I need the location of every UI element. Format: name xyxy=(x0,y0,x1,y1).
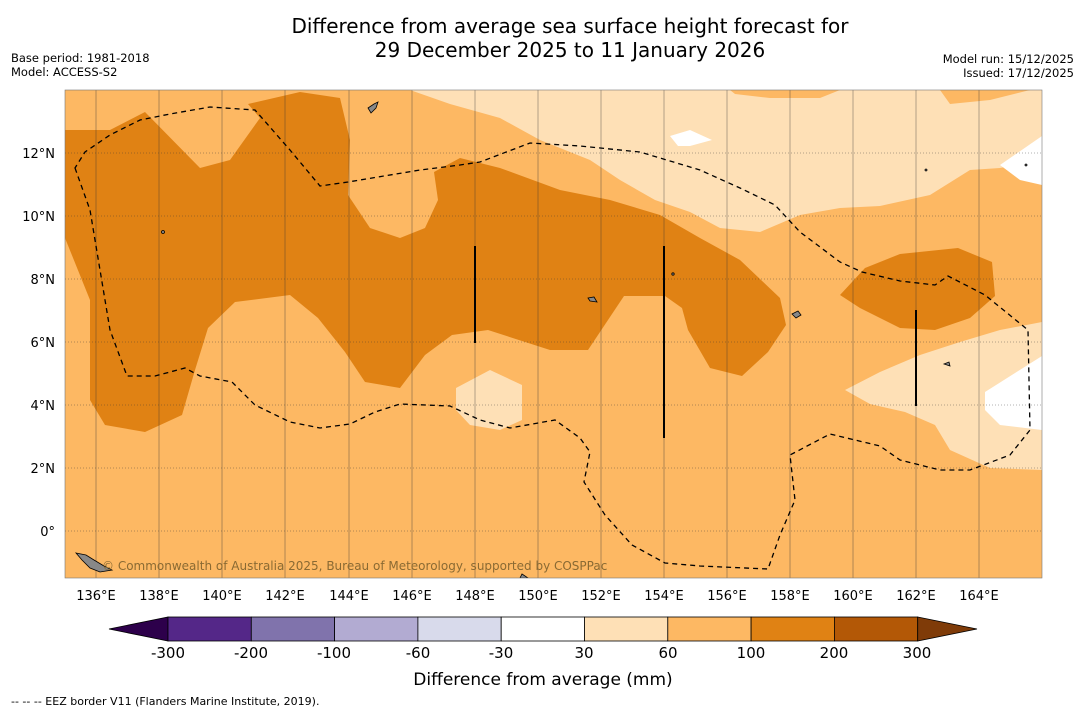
lon-label: 142°E xyxy=(265,589,305,604)
islands xyxy=(74,101,1028,578)
map-plot-area: © Commonwealth of Australia 2025, Bureau… xyxy=(65,90,1042,578)
colorbar-label: 200 xyxy=(820,644,849,662)
colorbar-label: -30 xyxy=(489,644,514,662)
colorbar-label: 100 xyxy=(737,644,766,662)
colorbar-bin xyxy=(834,616,919,642)
lon-label: 164°E xyxy=(959,589,999,604)
lat-label: 2°N xyxy=(31,462,56,477)
copyright-text: © Commonwealth of Australia 2025, Bureau… xyxy=(102,559,607,573)
colorbar-bin xyxy=(334,616,419,642)
lon-label: 154°E xyxy=(644,589,684,604)
gridlines xyxy=(65,90,1042,578)
colorbar-bin xyxy=(667,616,752,642)
map-title-line1: Difference from average sea surface heig… xyxy=(291,14,849,38)
lat-label: 10°N xyxy=(22,210,55,225)
lon-label: 140°E xyxy=(202,589,242,604)
lon-label: 150°E xyxy=(518,589,558,604)
colorbar xyxy=(108,616,978,642)
anomaly-region-100-200-main xyxy=(65,92,786,432)
colorbar-label: 300 xyxy=(903,644,932,662)
colorbar-bin xyxy=(417,616,502,642)
island-new-guinea-coast xyxy=(74,552,114,573)
anomaly-region-0-30-north xyxy=(670,130,712,146)
colorbar-label: -60 xyxy=(406,644,431,662)
lat-label: 8°N xyxy=(31,273,56,288)
island-chuuk xyxy=(587,296,598,303)
colorbar-title: Difference from average (mm) xyxy=(413,670,672,690)
lon-label: 146°E xyxy=(392,589,432,604)
anomaly-region-60-100-topright xyxy=(730,90,1030,104)
model-run-text: Model run: 15/12/2025 xyxy=(942,52,1074,66)
anomaly-region-100-200-east xyxy=(840,248,995,330)
island-dot xyxy=(161,230,165,234)
lat-label: 6°N xyxy=(31,336,56,351)
colorbar-extend-max xyxy=(917,616,978,642)
colorbar-bin xyxy=(500,616,585,642)
anomaly-region-0-30-east xyxy=(1000,136,1042,185)
colorbar-labels: -300 -200 -100 -60 -30 30 60 100 200 300 xyxy=(151,644,931,662)
island-dot xyxy=(1024,163,1028,167)
anomaly-region-30-60-northeast xyxy=(410,90,1042,232)
island-dot xyxy=(671,272,675,276)
colorbar-label: -100 xyxy=(317,644,351,662)
meta-left: Base period: 1981-2018 Model: ACCESS-S2 xyxy=(11,51,150,79)
map-title-line2: 29 December 2025 to 11 January 2026 xyxy=(374,38,766,62)
colorbar-label: 30 xyxy=(574,644,593,662)
anomaly-region-30-60-center xyxy=(456,370,522,430)
colorbar-bin xyxy=(584,616,669,642)
lat-label: 12°N xyxy=(22,147,55,162)
lon-label: 138°E xyxy=(139,589,179,604)
longitude-labels: 136°E 138°E 140°E 142°E 144°E 146°E 148°… xyxy=(76,589,999,604)
issued-text: Issued: 17/12/2025 xyxy=(963,66,1074,80)
model-text: Model: ACCESS-S2 xyxy=(11,65,118,79)
lon-label: 148°E xyxy=(455,589,495,604)
island-pohnpei xyxy=(791,310,802,319)
colorbar-label: 60 xyxy=(658,644,677,662)
island-kosrae xyxy=(942,361,951,367)
lat-label: 4°N xyxy=(31,399,56,414)
lat-label: 0° xyxy=(40,525,55,540)
eez-footnote: -- -- -- EEZ border V11 (Flanders Marine… xyxy=(11,695,320,708)
colorbar-bin xyxy=(167,616,252,642)
island-guam xyxy=(367,101,379,114)
island-south xyxy=(519,573,529,578)
map-frame xyxy=(64,89,1043,579)
colorbar-bin xyxy=(750,616,835,642)
lon-label: 136°E xyxy=(76,589,116,604)
meta-right: Model run: 15/12/2025 Issued: 17/12/2025 xyxy=(943,52,1074,80)
map-title: Difference from average sea surface heig… xyxy=(0,14,1085,62)
lon-label: 156°E xyxy=(707,589,747,604)
lon-label: 152°E xyxy=(581,589,621,604)
anomaly-region-30-60-east xyxy=(845,322,1042,470)
anomaly-region-0-30-southeast xyxy=(985,356,1042,430)
island-dot xyxy=(924,168,928,172)
colorbar-bin xyxy=(250,616,336,642)
colorbar-label: -200 xyxy=(234,644,268,662)
base-period-text: Base period: 1981-2018 xyxy=(11,51,150,65)
colorbar-extend-min xyxy=(108,616,169,642)
eez-border-palau-fsm xyxy=(74,106,1031,570)
lon-label: 144°E xyxy=(329,589,369,604)
lon-label: 158°E xyxy=(770,589,810,604)
colorbar-label: -300 xyxy=(151,644,185,662)
latitude-labels: 12°N 10°N 8°N 6°N 4°N 2°N 0° xyxy=(22,147,55,540)
lon-label: 162°E xyxy=(896,589,936,604)
lon-label: 160°E xyxy=(833,589,873,604)
